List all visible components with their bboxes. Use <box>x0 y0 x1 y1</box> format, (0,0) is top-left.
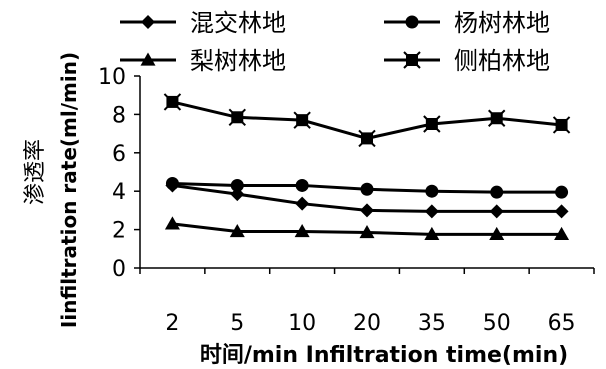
data-point <box>423 115 441 133</box>
x-tick-label: 35 <box>418 311 446 336</box>
data-point <box>552 116 571 134</box>
data-point <box>295 196 310 211</box>
legend-label: 混交林地 <box>190 9 286 37</box>
x-tick-label: 5 <box>230 311 244 336</box>
legend-item: 混交林地 <box>120 9 286 37</box>
data-point <box>489 226 505 241</box>
data-point <box>358 129 376 148</box>
data-point <box>164 216 180 230</box>
data-point <box>165 177 179 191</box>
axes: 0 2 4 6 8 10 2 5 10 20 35 50 65 <box>98 65 595 336</box>
data-point <box>489 204 504 219</box>
legend-marker <box>403 51 421 69</box>
x-axis-title-group: 时间/min Infiltration time(min) <box>200 343 568 368</box>
y-tick-label: 4 <box>112 180 126 205</box>
y-tick-label: 6 <box>112 142 126 167</box>
data-point <box>294 224 310 238</box>
x-tick-label: 50 <box>483 311 511 336</box>
legend-item: 杨树林地 <box>384 9 550 37</box>
data-point <box>359 224 375 239</box>
series-3 <box>164 216 570 241</box>
data-point <box>229 224 245 238</box>
data-point <box>488 109 506 127</box>
series-layer <box>163 93 571 241</box>
data-point <box>360 182 374 196</box>
data-point <box>554 226 570 241</box>
y-tick-label: 8 <box>112 103 126 128</box>
legend-label: 梨树林地 <box>190 47 286 75</box>
data-point <box>424 226 440 241</box>
y-axis-title-cn: 渗透率 <box>23 139 48 205</box>
data-point <box>490 185 504 199</box>
x-axis-title: 时间/min Infiltration time(min) <box>200 343 568 368</box>
y-tick-label: 0 <box>112 257 126 282</box>
data-point <box>554 204 569 219</box>
legend-label: 杨树林地 <box>454 9 550 37</box>
legend-label: 侧柏林地 <box>454 47 550 75</box>
data-point <box>230 178 244 192</box>
data-point <box>424 204 439 219</box>
y-tick-label: 10 <box>98 65 126 90</box>
x-tick-label: 20 <box>353 311 381 336</box>
data-point <box>555 185 569 199</box>
data-point <box>293 111 311 129</box>
y-axis-title-group: 渗透率 Iinfiltration rate(ml/min) <box>23 52 81 328</box>
x-tick-label: 10 <box>288 311 316 336</box>
legend-item: 侧柏林地 <box>384 47 550 75</box>
x-tick-label: 2 <box>165 311 179 336</box>
legend-marker <box>140 52 156 66</box>
y-axis-title: Iinfiltration rate(ml/min) <box>57 52 81 328</box>
data-point <box>295 178 309 192</box>
legend-marker <box>141 15 155 29</box>
data-point <box>360 203 374 218</box>
data-point <box>228 108 246 126</box>
y-tick-label: 2 <box>112 219 126 244</box>
legend-item: 梨树林地 <box>120 47 286 75</box>
series-2 <box>165 177 569 199</box>
series-4 <box>163 93 571 148</box>
data-point <box>425 184 439 198</box>
data-point <box>163 93 182 111</box>
x-tick-label: 65 <box>548 311 576 336</box>
legend-marker <box>405 15 419 29</box>
